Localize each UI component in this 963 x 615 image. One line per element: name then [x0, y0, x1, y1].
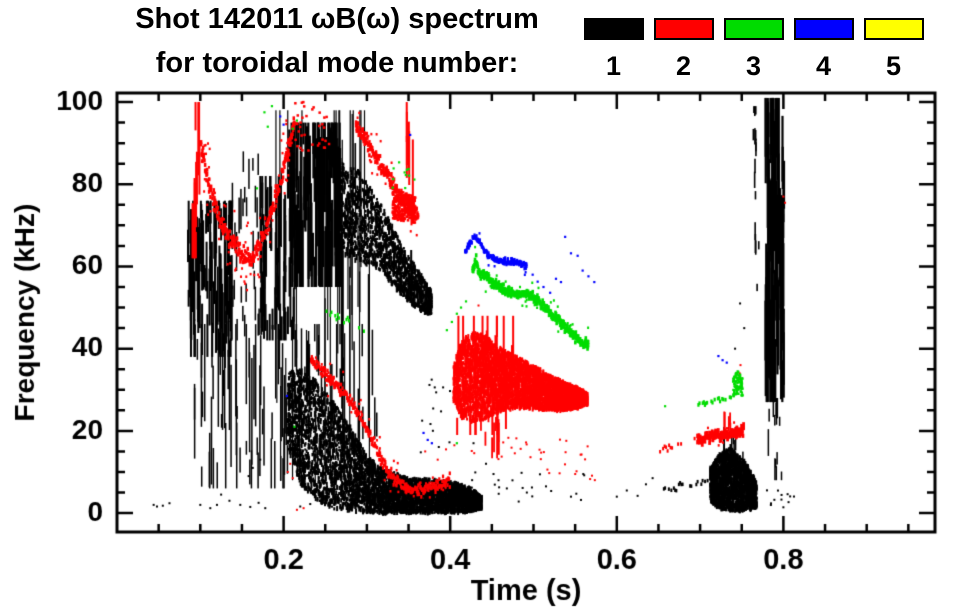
chart-title-line2: for toroidal mode number: [155, 47, 519, 79]
legend-item-mode-2: 2 [653, 18, 714, 80]
legend-item-mode-4: 4 [793, 18, 854, 80]
legend-label-mode-4: 4 [815, 51, 832, 81]
legend-item-mode-5: 5 [863, 18, 924, 80]
chart-title-line1: Shot 142011 ωB(ω) spectrum [135, 3, 539, 35]
legend-swatch-mode-5 [863, 18, 924, 40]
legend-swatch-mode-1 [583, 18, 644, 40]
legend-label-mode-1: 1 [605, 51, 622, 81]
legend-item-mode-3: 3 [723, 18, 784, 80]
legend-item-mode-1: 1 [583, 18, 644, 80]
legend-label-mode-5: 5 [885, 51, 902, 81]
legend-swatch-mode-2 [653, 18, 714, 40]
legend-label-mode-3: 3 [745, 51, 762, 81]
legend-swatch-mode-3 [723, 18, 784, 40]
legend-swatch-mode-4 [793, 18, 854, 40]
legend-label-mode-2: 2 [675, 51, 692, 81]
